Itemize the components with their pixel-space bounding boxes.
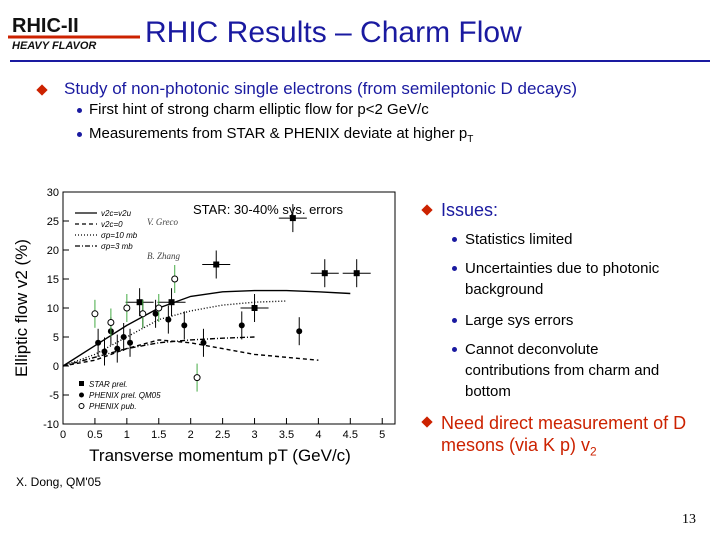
- legend-marker: [78, 403, 85, 409]
- phenix-pub-point: [171, 275, 179, 283]
- bullet-diamond-icon: [36, 84, 48, 96]
- x-tick-label: 2.5: [215, 429, 230, 441]
- legend-marker: [79, 381, 84, 386]
- issues-heading: Issues:: [441, 200, 499, 220]
- phenix-pub-point: [193, 374, 201, 382]
- legend-entry: σp=3 mb: [101, 242, 133, 251]
- x-tick-label: 1: [124, 429, 130, 441]
- phenix-prel-point: [114, 345, 121, 352]
- phenix-prel-point: [238, 322, 245, 329]
- phenix-pub-point: [139, 310, 147, 318]
- legend-entry: STAR prel.: [89, 380, 128, 389]
- star-point: [289, 215, 296, 222]
- logo-line2: HEAVY FLAVOR: [12, 40, 96, 52]
- star-point: [136, 299, 143, 306]
- phenix-prel-point: [101, 348, 108, 355]
- model-curve: [62, 336, 255, 367]
- bullet-diamond-icon: [421, 204, 433, 216]
- star-point: [321, 270, 328, 277]
- y-tick-label: 10: [47, 303, 59, 315]
- y-tick-label: 5: [53, 332, 59, 344]
- title-rule: [10, 60, 710, 62]
- sub-bullet-dot-icon: [77, 132, 82, 137]
- x-tick-label: 4: [315, 429, 321, 441]
- rhic-logo: RHIC-II HEAVY FLAVOR: [8, 15, 140, 52]
- model-curve: [62, 339, 319, 367]
- bullet-diamond-icon: [421, 416, 433, 428]
- need-bullet: Need direct measurement of D mesons (via…: [441, 412, 701, 463]
- x-tick-label: 1.5: [151, 429, 166, 441]
- y-tick-label: -10: [43, 419, 59, 431]
- x-tick-label: 0: [60, 429, 66, 441]
- page-number: 13: [682, 512, 696, 527]
- phenix-pub-point: [123, 304, 131, 312]
- phenix-prel-point: [165, 316, 172, 323]
- y-tick-label: 25: [47, 216, 59, 228]
- phenix-prel-point: [200, 339, 207, 346]
- y-tick-label: 0: [53, 361, 59, 373]
- y-tick-label: -5: [49, 390, 59, 402]
- x-tick-label: 5: [379, 429, 385, 441]
- phenix-prel-point: [181, 322, 188, 329]
- y-tick-label: 15: [47, 274, 59, 286]
- issue-item: Cannot deconvolute contributions from ch…: [465, 341, 660, 400]
- legend-entry: v2c=0: [101, 220, 123, 229]
- sub-bullet-2: Measurements from STAR & PHENIX deviate …: [89, 125, 473, 145]
- legend-entry: PHENIX prel. QM05: [89, 391, 161, 400]
- legend-entry: v2c=v2u: [101, 209, 132, 218]
- phenix-prel-point: [127, 339, 134, 346]
- star-point: [251, 305, 258, 311]
- phenix-pub-point: [155, 304, 163, 312]
- model-curve: [62, 300, 287, 367]
- issue-item: Statistics limited: [465, 231, 573, 248]
- phenix-pub-point: [91, 310, 99, 318]
- issue-item: Uncertainties due to photonic background: [465, 260, 660, 298]
- sub-bullet-2-text: Measurements from STAR & PHENIX deviate …: [89, 125, 468, 142]
- legend-entry: PHENIX pub.: [89, 402, 137, 411]
- y-axis-label: Elliptic flow v2 (%): [12, 239, 31, 377]
- sub-bullet-dot-icon: [452, 266, 457, 271]
- x-axis-label: Transverse momentum pT (GeV/c): [89, 446, 351, 465]
- phenix-pub-point: [107, 319, 115, 326]
- author-zhang: B. Zhang: [147, 251, 181, 261]
- sub-bullet-1: First hint of strong charm elliptic flow…: [89, 101, 429, 118]
- star-point: [213, 261, 220, 268]
- x-tick-label: 3: [251, 429, 257, 441]
- y-tick-label: 30: [47, 187, 59, 199]
- sub-bullet-2-subscript: T: [467, 134, 474, 145]
- legend-entry: σp=10 mb: [101, 231, 138, 240]
- need-text: Need direct measurement of D mesons (via…: [441, 413, 687, 455]
- sub-bullet-dot-icon: [77, 108, 82, 113]
- phenix-prel-point: [95, 339, 102, 346]
- x-tick-label: 2: [188, 429, 194, 441]
- plot-annotation: STAR: 30-40% sys. errors: [193, 202, 344, 217]
- main-bullet: Study of non-photonic single electrons (…: [64, 79, 578, 98]
- x-tick-label: 3.5: [279, 429, 294, 441]
- star-point: [168, 299, 175, 306]
- phenix-prel-point: [152, 310, 159, 317]
- phenix-prel-point: [120, 334, 127, 340]
- issue-item: Large sys errors: [465, 312, 574, 329]
- sub-bullet-dot-icon: [452, 237, 457, 242]
- star-point: [353, 270, 360, 277]
- slide-title: RHIC Results – Charm Flow: [145, 16, 522, 49]
- author-greco: V. Greco: [147, 217, 178, 227]
- credit: X. Dong, QM'05: [16, 475, 101, 489]
- legend-marker: [79, 392, 84, 398]
- need-subscript: 2: [590, 444, 597, 459]
- sub-bullet-dot-icon: [452, 318, 457, 323]
- sub-bullet-dot-icon: [452, 347, 457, 352]
- logo-line1: RHIC-II: [12, 15, 79, 37]
- y-tick-label: 20: [47, 245, 59, 257]
- x-tick-label: 4.5: [343, 429, 358, 441]
- x-tick-label: 0.5: [87, 429, 102, 441]
- phenix-prel-point: [296, 328, 303, 335]
